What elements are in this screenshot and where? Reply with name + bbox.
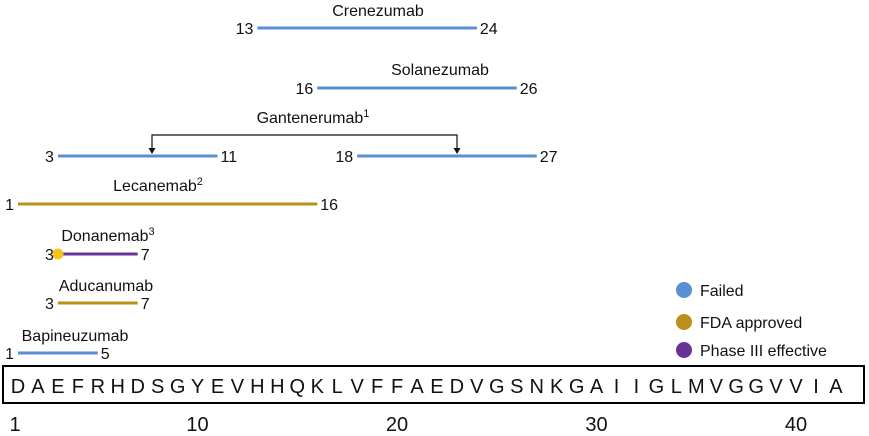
donanemab-label: Donanemab — [61, 228, 148, 245]
gantenerumab-superscript: 1 — [363, 108, 369, 120]
crenezumab-start-label-1: 13 — [236, 21, 254, 38]
residue-15: Q — [290, 376, 306, 398]
residue-9: G — [170, 376, 186, 398]
bapineuzumab-name: Bapineuzumab — [22, 328, 129, 345]
residue-13: H — [250, 376, 264, 398]
legend-label-phase3: Phase III effective — [700, 343, 827, 360]
aducanumab-start-label-1: 3 — [45, 296, 54, 313]
legend-swatch-failed — [676, 282, 692, 298]
residue-21: A — [410, 376, 424, 398]
residue-22: E — [430, 376, 443, 398]
lecanemab-superscript: 2 — [197, 176, 203, 188]
gantenerumab-label: Gantenerumab — [257, 110, 364, 127]
legend-swatch-fda — [676, 314, 692, 330]
lecanemab-name: Lecanemab2 — [113, 176, 203, 195]
bapineuzumab-end-label-1: 5 — [101, 346, 110, 363]
lecanemab-start-label-1: 1 — [5, 197, 14, 214]
residue-41: I — [813, 376, 819, 398]
donanemab-end-label-1: 7 — [141, 247, 150, 264]
residue-19: F — [371, 376, 383, 398]
residue-2: A — [31, 376, 45, 398]
crenezumab-end-label-1: 24 — [480, 21, 498, 38]
residue-26: S — [510, 376, 523, 398]
donanemab-superscript: 3 — [149, 226, 155, 238]
position-tick-10: 10 — [186, 414, 208, 436]
residue-6: H — [111, 376, 125, 398]
residue-4: F — [72, 376, 84, 398]
bapineuzumab-start-label-1: 1 — [5, 346, 14, 363]
solanezumab-name: Solanezumab — [391, 62, 489, 79]
residue-3: E — [51, 376, 64, 398]
position-tick-1: 1 — [9, 414, 20, 436]
gantenerumab-end-label-2: 27 — [540, 149, 558, 166]
residue-18: V — [350, 376, 364, 398]
residue-37: G — [728, 376, 744, 398]
donanemab-start-label-1: 3 — [45, 247, 54, 264]
crenezumab-name: Crenezumab — [332, 3, 424, 20]
aducanumab-name: Aducanumab — [59, 278, 153, 295]
residue-30: A — [590, 376, 604, 398]
crenezumab-label: Crenezumab — [332, 3, 424, 20]
residue-5: R — [91, 376, 105, 398]
residue-38: G — [748, 376, 764, 398]
residue-27: N — [529, 376, 543, 398]
legend-swatch-phase3 — [676, 342, 692, 358]
residue-39: V — [769, 376, 783, 398]
residue-23: D — [450, 376, 464, 398]
residue-36: V — [710, 376, 724, 398]
gantenerumab-bracket-arrow-left — [148, 148, 156, 154]
donanemab-pyroglutamate-marker — [52, 248, 64, 260]
residue-7: D — [130, 376, 144, 398]
legend-label-fda: FDA approved — [700, 315, 802, 332]
gantenerumab-start-label-2: 18 — [335, 149, 353, 166]
lecanemab-end-label-1: 16 — [320, 197, 338, 214]
solanezumab-label: Solanezumab — [391, 62, 489, 79]
residue-31: I — [614, 376, 620, 398]
residue-42: A — [829, 376, 843, 398]
donanemab-name: Donanemab3 — [61, 226, 154, 245]
residue-20: F — [391, 376, 403, 398]
residue-29: G — [569, 376, 585, 398]
residue-24: V — [470, 376, 484, 398]
legend-label-failed: Failed — [700, 283, 744, 300]
gantenerumab-name: Gantenerumab1 — [257, 108, 370, 127]
aducanumab-end-label-1: 7 — [141, 296, 150, 313]
residue-16: K — [311, 376, 325, 398]
residue-12: V — [231, 376, 245, 398]
position-tick-20: 20 — [386, 414, 408, 436]
residue-8: S — [151, 376, 164, 398]
residue-25: G — [489, 376, 505, 398]
lecanemab-label: Lecanemab — [113, 178, 197, 195]
residue-28: K — [550, 376, 564, 398]
residue-40: V — [789, 376, 803, 398]
gantenerumab-bracket-arrow-right — [453, 148, 461, 154]
solanezumab-start-label-1: 16 — [295, 81, 313, 98]
residue-1: D — [11, 376, 25, 398]
residue-14: H — [270, 376, 284, 398]
position-tick-40: 40 — [785, 414, 807, 436]
residue-35: M — [688, 376, 705, 398]
position-tick-30: 30 — [585, 414, 607, 436]
gantenerumab-bracket — [151, 134, 458, 148]
gantenerumab-end-label-1: 11 — [221, 149, 238, 166]
sequence-box — [2, 365, 865, 404]
residue-32: I — [634, 376, 640, 398]
gantenerumab-start-label-1: 3 — [45, 149, 54, 166]
solanezumab-end-label-1: 26 — [520, 81, 538, 98]
residue-10: Y — [191, 376, 204, 398]
residue-34: L — [671, 376, 682, 398]
residue-17: L — [332, 376, 343, 398]
residue-33: G — [649, 376, 665, 398]
residue-11: E — [211, 376, 224, 398]
aducanumab-label: Aducanumab — [59, 278, 153, 295]
bapineuzumab-label: Bapineuzumab — [22, 328, 129, 345]
